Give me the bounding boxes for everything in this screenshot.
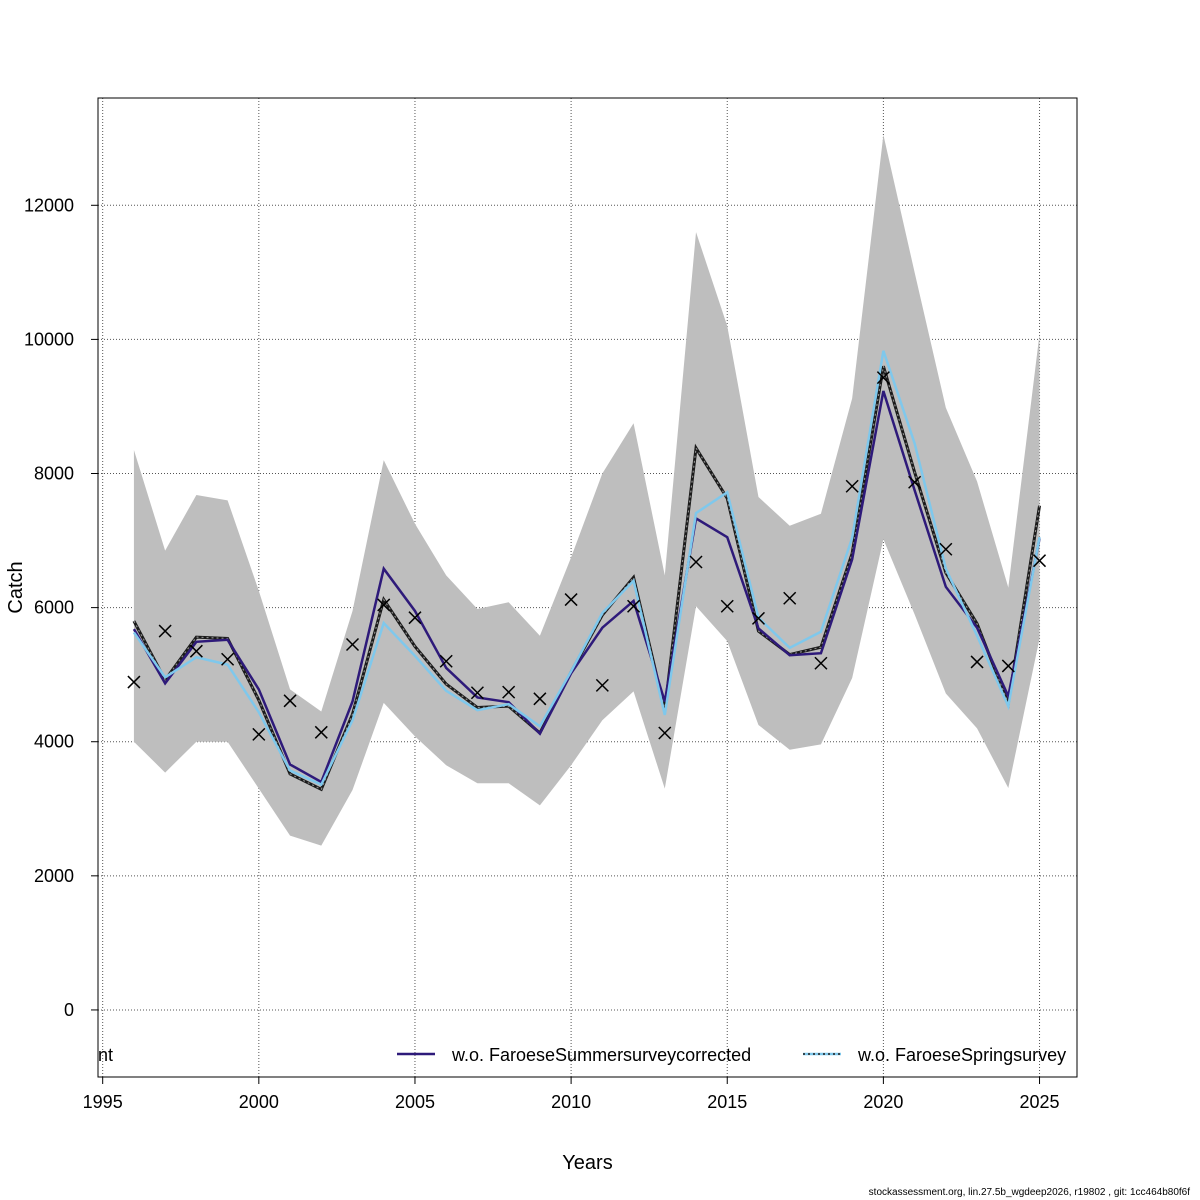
marker-stroke-b bbox=[845, 479, 859, 493]
observed-marker-2006 bbox=[439, 654, 453, 668]
marker-stroke-b bbox=[252, 727, 266, 741]
y-tick-label-4000: 4000 bbox=[34, 732, 74, 752]
marker-stroke-b bbox=[689, 555, 703, 569]
marker-stroke-b bbox=[533, 692, 547, 706]
observed-marker-2021 bbox=[908, 475, 922, 489]
observed-marker-2002 bbox=[314, 725, 328, 739]
marker-stroke-b bbox=[158, 624, 172, 638]
observed-markers bbox=[127, 371, 1047, 741]
marker-stroke-b bbox=[189, 644, 203, 658]
observed-marker-2000 bbox=[252, 727, 266, 741]
marker-stroke-b bbox=[564, 593, 578, 607]
observed-marker-1997 bbox=[158, 624, 172, 638]
observed-marker-2024 bbox=[1001, 659, 1015, 673]
observed-marker-1999 bbox=[221, 652, 235, 666]
observed-marker-2019 bbox=[845, 479, 859, 493]
x-tick-label-2010: 2010 bbox=[551, 1092, 591, 1112]
x-axis-title: Years bbox=[562, 1152, 612, 1174]
x-axis: 1995 2000 2005 2010 2015 2020 2025 bbox=[83, 1076, 1060, 1112]
legend-label-spring: w.o. FaroeseSpringsurvey bbox=[857, 1045, 1066, 1065]
confidence-band-area bbox=[133, 134, 1040, 846]
marker-stroke-b bbox=[439, 654, 453, 668]
marker-stroke-b bbox=[595, 678, 609, 692]
marker-stroke-b bbox=[970, 655, 984, 669]
marker-stroke-b bbox=[627, 599, 641, 613]
confidence-band bbox=[133, 134, 1040, 846]
y-tick-label-12000: 12000 bbox=[24, 195, 74, 215]
observed-marker-2023 bbox=[970, 655, 984, 669]
observed-marker-2018 bbox=[814, 656, 828, 670]
marker-stroke-b bbox=[221, 652, 235, 666]
x-tick-label-2000: 2000 bbox=[239, 1092, 279, 1112]
observed-marker-2003 bbox=[345, 637, 360, 652]
footer-credit: stockassessment.org, lin.27.5b_wgdeep202… bbox=[868, 1187, 1190, 1198]
marker-stroke-b bbox=[377, 598, 391, 612]
marker-stroke-b bbox=[470, 686, 484, 700]
x-tick-label-2015: 2015 bbox=[707, 1092, 747, 1112]
x-tick-label-1995: 1995 bbox=[83, 1092, 123, 1112]
marker-stroke-b bbox=[345, 637, 360, 652]
observed-marker-2001 bbox=[283, 694, 297, 708]
marker-stroke-b bbox=[908, 475, 922, 489]
marker-stroke-b bbox=[502, 685, 516, 699]
x-tick-label-2020: 2020 bbox=[863, 1092, 903, 1112]
observed-marker-2005 bbox=[408, 611, 422, 625]
observed-marker-2007 bbox=[470, 686, 484, 700]
legend-partial-label: nt bbox=[98, 1045, 113, 1065]
observed-marker-2008 bbox=[502, 685, 516, 699]
observed-marker-1998 bbox=[189, 644, 203, 658]
marker-stroke-b bbox=[283, 694, 297, 708]
observed-marker-2025 bbox=[1032, 554, 1047, 568]
series-line-spring bbox=[132, 350, 1041, 787]
observed-marker-2013 bbox=[658, 726, 672, 740]
marker-stroke-b bbox=[876, 371, 890, 385]
y-axis-title: Catch bbox=[5, 561, 27, 613]
y-tick-label-0: 0 bbox=[64, 1000, 74, 1020]
marker-stroke-b bbox=[314, 725, 328, 739]
marker-stroke-b bbox=[1001, 659, 1015, 673]
y-tick-label-2000: 2000 bbox=[34, 866, 74, 886]
observed-marker-2020 bbox=[876, 371, 890, 385]
observed-marker-2022 bbox=[939, 542, 953, 556]
marker-stroke-b bbox=[720, 599, 734, 613]
marker-stroke-b bbox=[939, 542, 953, 556]
observed-marker-2004 bbox=[377, 598, 391, 612]
observed-marker-2012 bbox=[627, 599, 641, 613]
observed-marker-1996 bbox=[127, 675, 141, 689]
legend-label-summer: w.o. FaroeseSummersurveycorrected bbox=[451, 1045, 751, 1065]
y-tick-label-10000: 10000 bbox=[24, 329, 74, 349]
marker-stroke-b bbox=[1032, 554, 1047, 568]
marker-stroke-b bbox=[127, 675, 141, 689]
observed-marker-2010 bbox=[564, 593, 578, 607]
observed-marker-2011 bbox=[595, 678, 609, 692]
observed-marker-2015 bbox=[720, 599, 734, 613]
observed-marker-2009 bbox=[533, 692, 547, 706]
x-tick-label-2025: 2025 bbox=[1020, 1092, 1060, 1112]
marker-stroke-b bbox=[814, 656, 828, 670]
y-tick-label-6000: 6000 bbox=[34, 598, 74, 618]
observed-marker-2016 bbox=[751, 611, 766, 625]
marker-stroke-b bbox=[408, 611, 422, 625]
x-tick-label-2005: 2005 bbox=[395, 1092, 435, 1112]
marker-stroke-b bbox=[658, 726, 672, 740]
marker-stroke-b bbox=[783, 591, 797, 605]
legend: nt w.o. FaroeseSummersurveycorrected w.o… bbox=[98, 1045, 1066, 1065]
observed-marker-2014 bbox=[689, 555, 703, 569]
observed-marker-2017 bbox=[783, 591, 797, 605]
y-axis: 0 2000 4000 6000 8000 10000 12000 bbox=[24, 195, 99, 1020]
series-line-summer bbox=[132, 390, 1041, 784]
y-tick-label-8000: 8000 bbox=[34, 464, 74, 484]
marker-stroke-b bbox=[751, 611, 766, 625]
